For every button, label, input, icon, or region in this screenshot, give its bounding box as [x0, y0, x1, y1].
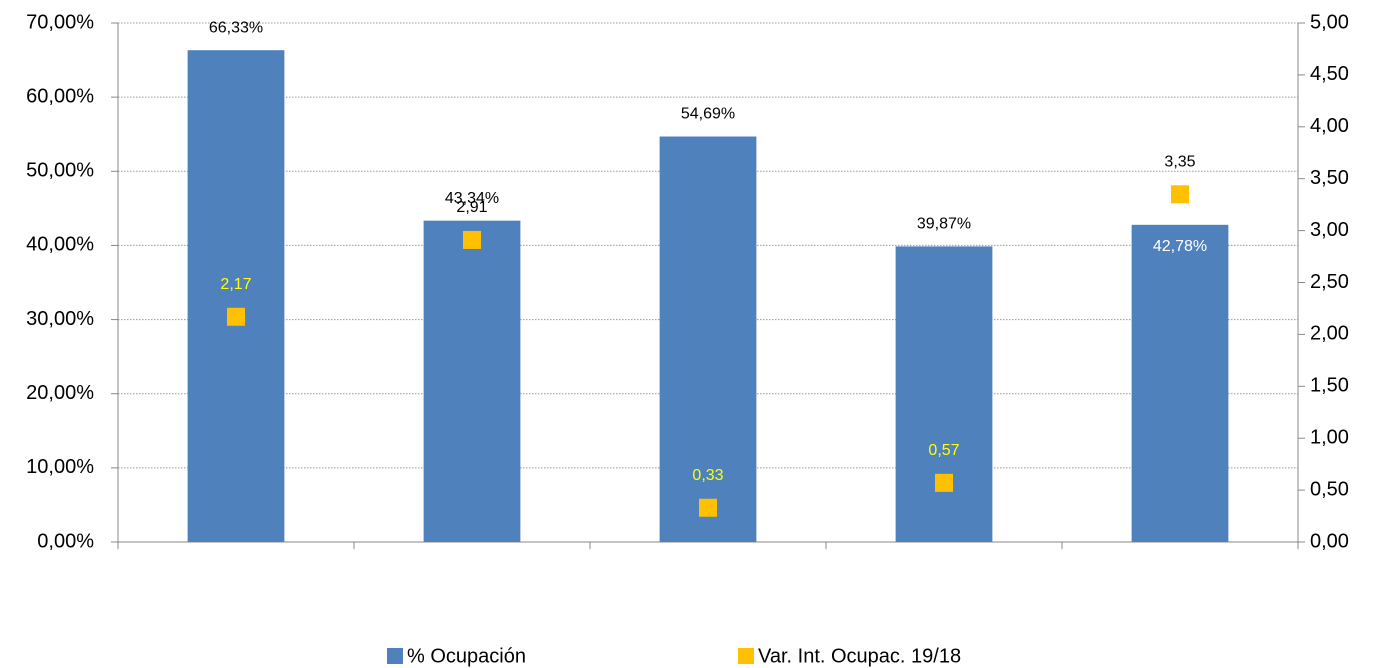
y2-tick-label: 0,50 — [1310, 478, 1349, 500]
y-tick-label: 30,00% — [26, 308, 94, 330]
marker-label: 0,57 — [928, 442, 959, 459]
marker-label: 2,91 — [456, 199, 487, 216]
legend-label: % Ocupación — [407, 645, 526, 667]
bar-label: 39,87% — [917, 216, 971, 233]
y2-tick-label: 5,00 — [1310, 11, 1349, 33]
marker — [463, 230, 481, 249]
marker — [699, 498, 717, 517]
y-tick-label: 50,00% — [26, 160, 94, 182]
marker — [935, 473, 953, 492]
y2-tick-label: 2,00 — [1310, 323, 1349, 345]
y2-tick-label: 1,00 — [1310, 426, 1349, 448]
bar — [423, 220, 521, 542]
y-tick-label: 40,00% — [26, 234, 94, 256]
bar-label: 42,78% — [1153, 238, 1207, 255]
y2-tick-label: 3,50 — [1310, 167, 1349, 189]
y2-tick-label: 4,50 — [1310, 63, 1349, 85]
bar — [659, 136, 757, 543]
marker — [1171, 185, 1189, 204]
marker-label: 3,35 — [1164, 153, 1195, 170]
bar-label: 54,69% — [681, 106, 735, 123]
marker-label: 0,33 — [692, 467, 723, 484]
bar-label: 43,34% — [445, 190, 499, 207]
y-tick-label: 20,00% — [26, 382, 94, 404]
legend-swatch — [387, 648, 403, 664]
y2-tick-label: 0,00 — [1310, 530, 1349, 552]
bar — [187, 50, 285, 543]
marker — [227, 307, 245, 326]
legend-label: Var. Int. Ocupac. 19/18 — [758, 645, 961, 667]
marker-label: 2,17 — [220, 276, 251, 293]
bar — [895, 246, 993, 542]
y-tick-label: 60,00% — [26, 85, 94, 107]
bar — [1131, 224, 1229, 542]
y2-tick-label: 4,00 — [1310, 115, 1349, 137]
y2-tick-label: 2,50 — [1310, 271, 1349, 293]
y-tick-label: 0,00% — [37, 530, 94, 552]
y-tick-label: 10,00% — [26, 456, 94, 478]
bar-label: 66,33% — [209, 19, 263, 36]
y2-tick-label: 3,00 — [1310, 219, 1349, 241]
legend-swatch — [738, 648, 754, 664]
y2-tick-label: 1,50 — [1310, 375, 1349, 397]
y-tick-label: 70,00% — [26, 11, 94, 33]
